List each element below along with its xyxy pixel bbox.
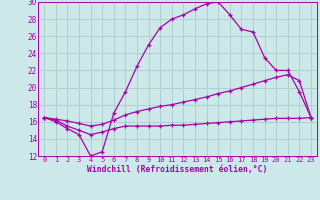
X-axis label: Windchill (Refroidissement éolien,°C): Windchill (Refroidissement éolien,°C)	[87, 165, 268, 174]
